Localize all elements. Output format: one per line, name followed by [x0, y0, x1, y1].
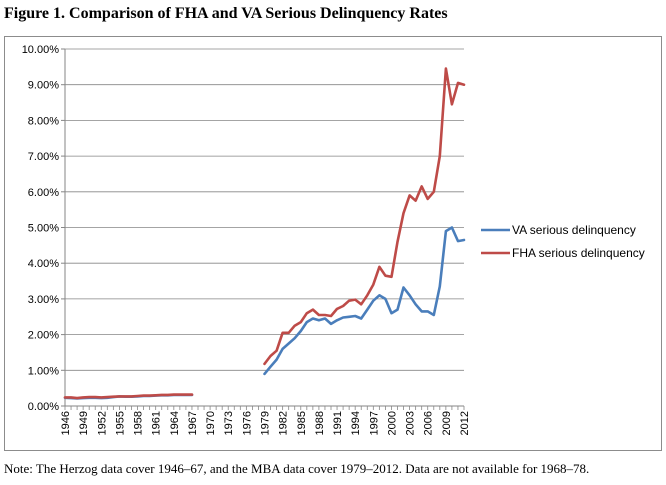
x-tick-label: 1970 — [205, 411, 217, 435]
x-tick-label: 2003 — [405, 411, 417, 435]
x-tick-label: 1973 — [223, 411, 235, 435]
x-tick-label: 1988 — [314, 411, 326, 435]
x-tick-label: 1967 — [187, 411, 199, 435]
legend: VA serious delinquency FHA serious delinq… — [481, 223, 645, 260]
x-tick-label: 2000 — [386, 411, 398, 435]
fha-legend-label: FHA serious delinquency — [512, 246, 645, 260]
y-tick-label: 4.00% — [28, 258, 59, 270]
y-tick-label: 2.00% — [28, 330, 59, 342]
y-tick-label: 0.00% — [28, 401, 59, 413]
x-tick-label: 2006 — [423, 411, 435, 435]
fha-series-line — [63, 393, 194, 400]
x-tick-label: 1991 — [332, 411, 344, 435]
x-tick-label: 2009 — [441, 411, 453, 435]
chart-frame — [4, 36, 662, 451]
x-tick-label: 1964 — [169, 411, 181, 435]
y-tick-label: 9.00% — [28, 80, 59, 92]
x-tick-label: 1961 — [151, 411, 163, 435]
y-axis-tick-labels: 0.00% 1.00% 2.00% 3.00% 4.00% 5.00% 6.00% 7.00%… — [22, 44, 60, 413]
x-tick-label: 1982 — [278, 411, 290, 435]
x-tick-label: 1955 — [114, 411, 126, 435]
x-tick-label: 1997 — [368, 411, 380, 435]
figure-title: Figure 1. Comparison of FHA and VA Serio… — [4, 5, 448, 22]
x-tick-label: 1985 — [296, 411, 308, 435]
y-tick-label: 6.00% — [28, 187, 59, 199]
x-axis-tick-labels: 1946 1949 1952 1955 1958 1961 1964 1967 1970 1973… — [60, 411, 471, 435]
y-tick-label: 5.00% — [28, 223, 59, 235]
va-series-line — [263, 226, 466, 376]
x-tick-label: 1979 — [260, 411, 272, 435]
y-tick-label: 10.00% — [22, 44, 60, 56]
y-tick-label: 3.00% — [28, 294, 59, 306]
footnote: Note: The Herzog data cover 1946–67, and… — [4, 461, 590, 476]
x-tick-label: 1976 — [241, 411, 253, 435]
va-legend-label: VA serious delinquency — [512, 223, 636, 237]
x-tick-label: 2012 — [459, 411, 471, 435]
x-tick-label: 1949 — [78, 411, 90, 435]
x-tick-label: 1946 — [60, 411, 72, 435]
fha-series-line — [263, 67, 466, 366]
y-tick-label: 7.00% — [28, 151, 59, 163]
gridlines — [65, 48, 464, 371]
series-lines — [63, 67, 466, 400]
x-tick-label: 1952 — [96, 411, 108, 435]
y-tick-label: 1.00% — [28, 365, 59, 377]
y-tick-label: 8.00% — [28, 115, 59, 127]
axes — [61, 48, 465, 410]
x-tick-label: 1958 — [133, 411, 145, 435]
x-tick-label: 1994 — [350, 411, 362, 435]
